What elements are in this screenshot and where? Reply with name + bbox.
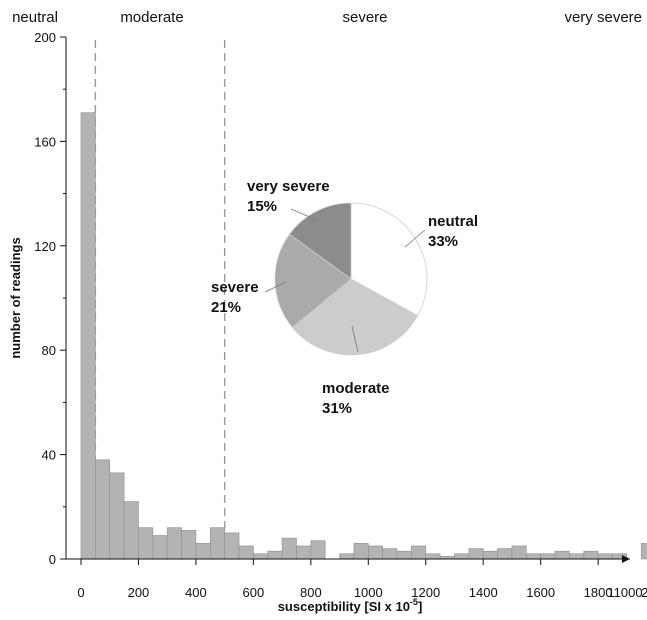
histogram-bar [526,553,541,560]
x-tick-label: 1600 [526,585,555,600]
histogram-bar [482,550,498,560]
histogram-bar [339,553,355,560]
histogram-bar [353,543,369,560]
x-axis-title: susceptibility [SI x 10-5] [278,597,423,614]
pie-leader-line [404,229,426,248]
pie-label-percent: 31% [322,400,352,417]
histogram-bar [382,548,398,560]
histogram-bar [166,527,182,560]
x-tick-label: 200 [128,585,150,600]
histogram-bar [425,553,441,560]
histogram-bar [80,112,96,560]
x-axis-title-main: susceptibility [SI x 10 [278,599,410,614]
histogram-bar [195,543,211,560]
x-axis-title-superscript: -5 [410,597,418,607]
band-label-moderate: moderate [120,9,183,26]
histogram-bar [396,550,412,560]
histogram-bar [640,543,647,560]
x-tick-label: 800 [300,585,322,600]
histogram-bar [310,540,326,560]
pie-label-percent: 21% [211,299,241,316]
x-tick-label: 1000 [354,585,383,600]
pie-leader-line [264,281,287,293]
pie-label-name: neutral [428,213,478,230]
histogram-bar [238,545,254,560]
y-tick-label: 0 [49,552,56,567]
x-tick-label: 1200 [411,585,440,600]
x-tick-label: 1400 [469,585,498,600]
band-label-severe: severe [342,9,387,26]
histogram-bar [468,548,484,560]
histogram-bar [540,553,556,560]
histogram-bar [367,545,383,560]
histogram-bar [95,459,111,560]
histogram-bar [123,501,139,560]
x-tick-label: 400 [185,585,207,600]
histogram-bar [253,553,269,560]
pie-slice-severe [274,233,352,329]
x-tick-label: 11000 [607,585,642,600]
x-axis-title-end: ] [418,599,422,614]
histogram-bar [181,529,197,560]
histogram-bar [152,535,168,560]
pie-label-name: very severe [247,178,330,195]
histogram-bar [209,527,225,560]
histogram-bar [554,550,570,560]
histogram-bar [597,553,613,560]
histogram-bar [583,550,599,560]
x-tick-label: 600 [243,585,265,600]
y-tick-label: 160 [34,134,56,149]
histogram-bar [281,537,297,560]
pie-label-percent: 33% [428,233,458,250]
histogram-bar [411,545,427,560]
pie-label-name: severe [211,279,259,296]
x-tick-label: 1800 [584,585,613,600]
histogram-bar [511,545,527,560]
pie-label-percent: 15% [247,198,277,215]
band-label-very-severe: very severe [564,9,642,26]
histogram-bar [296,545,312,560]
pie-slice-moderate [291,278,419,356]
y-tick-label: 40 [42,448,56,463]
histogram-bar [267,550,283,560]
pie-leader-line [290,208,320,222]
x-tick-label: 0 [77,585,84,600]
histogram-bar [138,527,154,560]
y-tick-label: 120 [34,239,56,254]
histogram-bar [497,548,513,560]
y-tick-label: 80 [42,343,56,358]
pie-slice-very-severe [288,202,352,280]
histogram-bar [109,472,125,560]
pie-slice-neutral [350,202,428,317]
y-axis-title: number of readings [8,237,23,358]
histogram-bar [224,532,240,560]
x-axis-arrow [622,555,630,563]
y-tick-label: 200 [34,30,56,45]
pie-label-name: moderate [322,380,390,397]
band-label-neutral: neutral [12,9,58,26]
histogram-bar [569,553,585,560]
histogram-bar [454,553,470,560]
pie-leader-line [351,325,359,353]
